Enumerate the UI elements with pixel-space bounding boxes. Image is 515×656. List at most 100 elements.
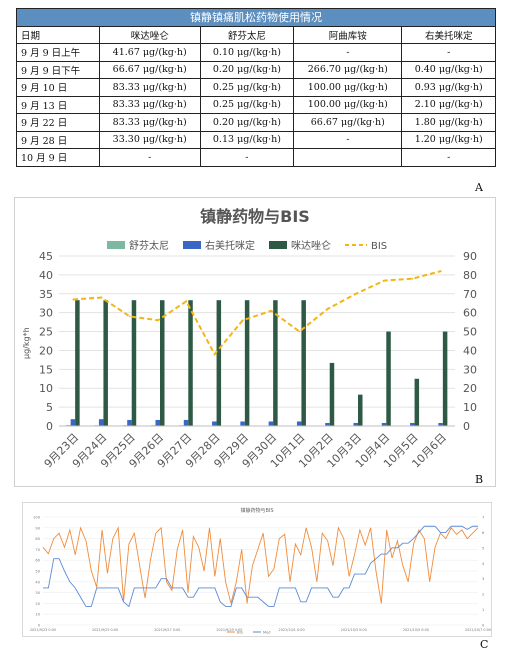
table-row: 9 月 13 日 83.33 μg/(kg·h) 0.25 μg/(kg·h) 100… [16,95,496,114]
x-tick-label: 2021/9/25 0:00 [92,628,118,632]
y2-tick-label: 10 [463,401,477,414]
x-tick-label: 2021/9/29 0:00 [216,628,242,632]
table-row: 9 月 28 日 33.30 μg/(kg·h) 0.13 μg/(kg·h) -1.… [16,130,496,149]
table-header-row: 日期 咪达唑仑 舒芬太尼 阿曲库铵 右美托咪定 [16,25,496,44]
table-cell: 9 月 10 日 [16,78,100,97]
bar-咪达唑仑 [301,300,306,426]
legend-label: BIS [237,631,244,635]
table-row: 9 月 9 日下午 66.67 μg/(kg·h) 0.20 μg/(kg·h) 26… [16,60,496,79]
y2-tick-label: 2 [482,593,484,597]
table-cell: 0.40 μg/(kg·h) [401,60,496,79]
table-header-cell: 舒芬太尼 [199,25,295,44]
chart-b-panel: 镇静药物与BIS 舒芬太尼 右美托咪定 咪达唑仑 BIS 0 5 10 15 20 25 30 35 40… [14,197,496,487]
bis-point [128,315,131,318]
table-cell: - [293,43,403,62]
y-tick-label: 30 [39,307,53,320]
y2-tick-label: 1 [482,608,484,612]
y2-tick-label: 4 [482,562,485,566]
table-cell: 0.20 μg/(kg·h) [199,60,295,79]
table-cell: 9 月 9 日下午 [16,60,100,79]
table-cell: 83.33 μg/(kg·h) [98,95,201,114]
bar-右美托咪定 [127,419,132,426]
y-tick-label: 80 [35,537,40,541]
y-tick-label: 25 [39,326,53,339]
y2-tick-label: 5 [482,546,484,550]
bar-右美托咪定 [438,422,443,426]
table-cell: 9 月 13 日 [16,95,100,114]
table-header-cell: 右美托咪定 [401,25,496,44]
bar-咪达唑仑 [244,300,250,426]
x-tick-label: 2021/9/27 0:00 [154,628,180,632]
bar-右美托咪定 [183,419,189,426]
bar-右美托咪定 [98,419,104,426]
y2-tick-label: 3 [482,577,484,581]
y-axis-label: μg/kg*h [22,327,31,359]
table-cell: 9 月 22 日 [16,113,100,132]
bar-右美托咪定 [212,421,217,426]
y-tick-label: 15 [39,363,53,376]
bis-point [213,353,216,356]
bar-咪达唑仑 [329,362,335,426]
y2-tick-label: 30 [463,363,477,376]
y-tick-label: 45 [39,250,53,263]
drug-usage-table-panel: 镇静镇痛肌松药物使用情况 日期 咪达唑仑 舒芬太尼 阿曲库铵 右美托咪定 9 月 9 日… [16,8,496,167]
y-tick-label: 0 [46,420,53,433]
bis-point [100,296,103,299]
bar-右美托咪定 [240,421,245,426]
bar-右美托咪定 [353,422,358,426]
bar-咪达唑仑 [103,300,108,426]
y-tick-label: 90 [35,526,40,530]
table-cell: 0.10 μg/(kg·h) [199,43,295,62]
bis-point [270,309,272,312]
bar-咪达唑仑 [160,300,165,426]
legend-label: 咪达唑仑 [291,239,331,252]
bar-右美托咪定 [410,422,415,426]
chart-b-svg: 镇静药物与BIS 舒芬太尼 右美托咪定 咪达唑仑 BIS 0 5 10 15 20 25 30 35 40… [22,207,477,471]
y-tick-label: 70 [35,548,40,552]
table-cell: - [293,130,403,149]
y2-tick-label: 0 [482,624,485,628]
table-cell: - [401,43,496,62]
legend-swatch [107,241,125,249]
x-tick-label: 2021/10/1 0:00 [279,628,305,632]
legend-swatch [183,241,201,249]
y-tick-label: 35 [39,288,53,301]
chart-c-title: 镇静药物与BIS [240,507,273,514]
y-tick-label: 60 [35,559,40,563]
panel-label-a: A [475,181,483,194]
table-cell: 0.20 μg/(kg·h) [199,113,295,132]
bis-point [411,277,414,280]
y-tick-label: 10 [35,613,40,617]
y-tick-label: 20 [39,344,53,357]
panel-label-b: B [475,473,484,486]
chart-title: 镇静药物与BIS [200,207,310,226]
y-tick-label: 30 [35,591,40,595]
bar-右美托咪定 [296,421,302,426]
series-line-Med [43,525,478,608]
table-row: 10 月 9 日--- [16,148,496,167]
y2-tick-label: 70 [463,288,477,301]
table-header-cell: 日期 [16,25,100,44]
table-cell: 100.00 μg/(kg·h) [293,78,403,97]
bar-咪达唑仑 [414,378,420,426]
y2-tick-label: 40 [463,344,477,357]
bar-咪达唑仑 [442,331,448,426]
bis-point [157,319,159,322]
y2-tick-label: 20 [463,382,477,395]
table-header-cell: 咪达唑仑 [98,25,201,44]
bis-point [298,330,301,333]
y2-tick-label: 0 [463,420,470,433]
table-row: 9 月 9 日上午 41.67 μg/(kg·h) 0.10 μg/(kg·h) - - [16,43,496,62]
x-tick-label: 2021/10/5 0:00 [403,628,429,632]
bar-咪达唑仑 [386,331,391,426]
y2-tick-label: 50 [463,326,477,339]
bis-point [383,279,386,282]
chart-c-svg: 镇静药物与BIS 0 10 20 30 40 50 60 70 80 90 100 0 1 2 3 4 5 6 7 20… [30,507,491,635]
table-cell: 66.67 μg/(kg·h) [293,113,403,132]
bar-咪达唑仑 [75,300,80,426]
panel-label-c: C [480,638,489,651]
bar-咪达唑仑 [358,394,363,426]
table-cell: 9 月 9 日上午 [16,43,100,62]
y2-tick-label: 7 [482,516,484,520]
table-cell: 1.20 μg/(kg·h) [401,130,496,149]
